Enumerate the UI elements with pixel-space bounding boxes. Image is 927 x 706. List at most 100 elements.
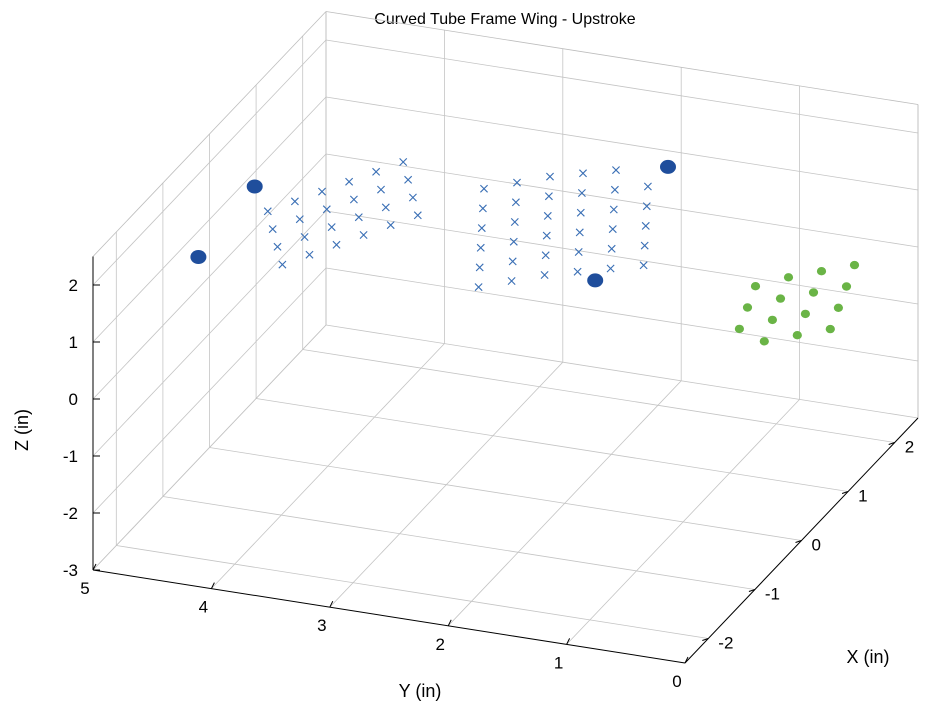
y-axis-label: Y (in) bbox=[399, 681, 442, 701]
x-axis-label: X (in) bbox=[846, 647, 889, 667]
small-dot-point bbox=[750, 282, 761, 291]
x-marker-point bbox=[508, 257, 517, 266]
x-marker-stroke bbox=[474, 283, 483, 292]
x-marker-stroke bbox=[478, 204, 487, 213]
x-marker-point bbox=[263, 207, 272, 216]
x-marker-point bbox=[372, 167, 381, 176]
x-marker-stroke bbox=[318, 187, 326, 196]
x-marker-point bbox=[513, 178, 521, 187]
x-marker-point bbox=[642, 202, 651, 211]
x-marker-stroke bbox=[579, 169, 587, 178]
small-dot-point bbox=[734, 324, 745, 334]
floor-grid-line bbox=[566, 399, 800, 645]
x-tick bbox=[888, 442, 895, 445]
z-tick-label: -3 bbox=[63, 561, 78, 580]
side-wall-grid-line bbox=[325, 324, 919, 419]
x-marker-stroke bbox=[511, 198, 520, 207]
x-marker-point bbox=[608, 225, 617, 234]
x-marker-point bbox=[322, 205, 331, 214]
y-tick bbox=[566, 638, 571, 645]
x-marker-stroke bbox=[507, 277, 516, 285]
x-marker-stroke bbox=[377, 185, 385, 194]
x-marker-stroke bbox=[643, 182, 652, 191]
x-marker-stroke bbox=[542, 231, 551, 240]
large-dot-point bbox=[587, 273, 604, 288]
floor-grid-line bbox=[116, 545, 709, 639]
x-marker-point bbox=[327, 223, 336, 232]
x-marker-stroke bbox=[349, 195, 358, 204]
x-marker-point bbox=[399, 158, 408, 166]
floor-grid-line bbox=[162, 496, 755, 590]
x-marker-point bbox=[404, 175, 413, 184]
x-marker-stroke bbox=[544, 192, 553, 201]
side-wall-grid-line bbox=[325, 153, 919, 248]
x-marker-point bbox=[579, 169, 587, 178]
x-marker-stroke bbox=[641, 221, 650, 230]
x-marker-point bbox=[609, 205, 618, 214]
x-marker-stroke bbox=[642, 202, 651, 211]
x-tick bbox=[702, 638, 709, 641]
box-edge bbox=[92, 11, 327, 257]
x-marker-stroke bbox=[640, 241, 649, 250]
x-marker-stroke bbox=[612, 166, 620, 175]
x-marker-stroke bbox=[508, 257, 517, 266]
x-marker-stroke bbox=[608, 225, 617, 234]
floor-grid-line bbox=[211, 343, 445, 589]
x-marker-stroke bbox=[332, 240, 341, 249]
x-tick-label: 2 bbox=[905, 438, 914, 457]
small-dot-point bbox=[759, 337, 769, 346]
back-wall-grid-line bbox=[92, 39, 327, 286]
x-marker-stroke bbox=[268, 225, 277, 234]
x-marker-point bbox=[640, 241, 649, 250]
x-marker-stroke bbox=[290, 197, 299, 206]
x-marker-point bbox=[345, 177, 354, 186]
back-wall-grid-line bbox=[92, 210, 327, 457]
x-marker-stroke bbox=[408, 193, 417, 202]
z-tick-label: -1 bbox=[63, 447, 78, 466]
tick-labels: -2 -1 0 1 2 0 1 2 3 4 5-3 -2 -1 0 1 2 bbox=[63, 276, 914, 691]
x-marker-point bbox=[349, 195, 358, 204]
y-tick-label: 0 bbox=[672, 672, 681, 691]
y-tick bbox=[92, 563, 97, 571]
x-marker-stroke bbox=[295, 215, 304, 224]
x-marker-stroke bbox=[510, 218, 519, 226]
x-marker-point bbox=[480, 184, 488, 193]
y-tick bbox=[210, 582, 215, 589]
x-marker-stroke bbox=[576, 208, 585, 217]
x-marker-point bbox=[540, 271, 549, 279]
y-tick bbox=[684, 656, 689, 664]
x-marker-point bbox=[305, 250, 314, 259]
small-dot-point bbox=[816, 267, 827, 276]
floor-grid-line bbox=[447, 380, 682, 627]
x-marker-stroke bbox=[513, 178, 521, 187]
x-marker-point bbox=[577, 189, 586, 197]
x-marker-point bbox=[477, 224, 486, 233]
z-tick-label: 0 bbox=[69, 390, 78, 409]
side-wall-grid-line bbox=[325, 267, 919, 362]
x-marker-point bbox=[476, 243, 485, 252]
x-marker-point bbox=[474, 283, 483, 292]
z-tick-label: -2 bbox=[63, 504, 78, 523]
x-marker-point bbox=[359, 231, 368, 239]
x-tick-label: -1 bbox=[765, 585, 780, 604]
x-marker-point bbox=[475, 263, 484, 272]
small-dot-point bbox=[841, 282, 852, 291]
x-marker-stroke bbox=[322, 205, 331, 214]
floor-grid-line bbox=[256, 398, 849, 492]
x-marker-stroke bbox=[386, 221, 395, 230]
x-marker-point bbox=[507, 277, 516, 285]
x-marker-point bbox=[381, 203, 390, 212]
x-marker-point bbox=[544, 192, 553, 201]
x-marker-stroke bbox=[610, 185, 619, 194]
x-marker-stroke bbox=[509, 237, 518, 246]
x-tick bbox=[795, 540, 802, 543]
x-marker-point bbox=[332, 240, 341, 249]
x-marker-stroke bbox=[609, 205, 618, 214]
x-marker-stroke bbox=[573, 267, 582, 276]
x-marker-point bbox=[510, 218, 519, 226]
x-marker-stroke bbox=[540, 271, 549, 279]
grid-lines bbox=[92, 11, 919, 664]
x-marker-stroke bbox=[278, 260, 287, 269]
small-dot-point bbox=[742, 303, 753, 312]
x-tick-label: -2 bbox=[718, 634, 733, 653]
